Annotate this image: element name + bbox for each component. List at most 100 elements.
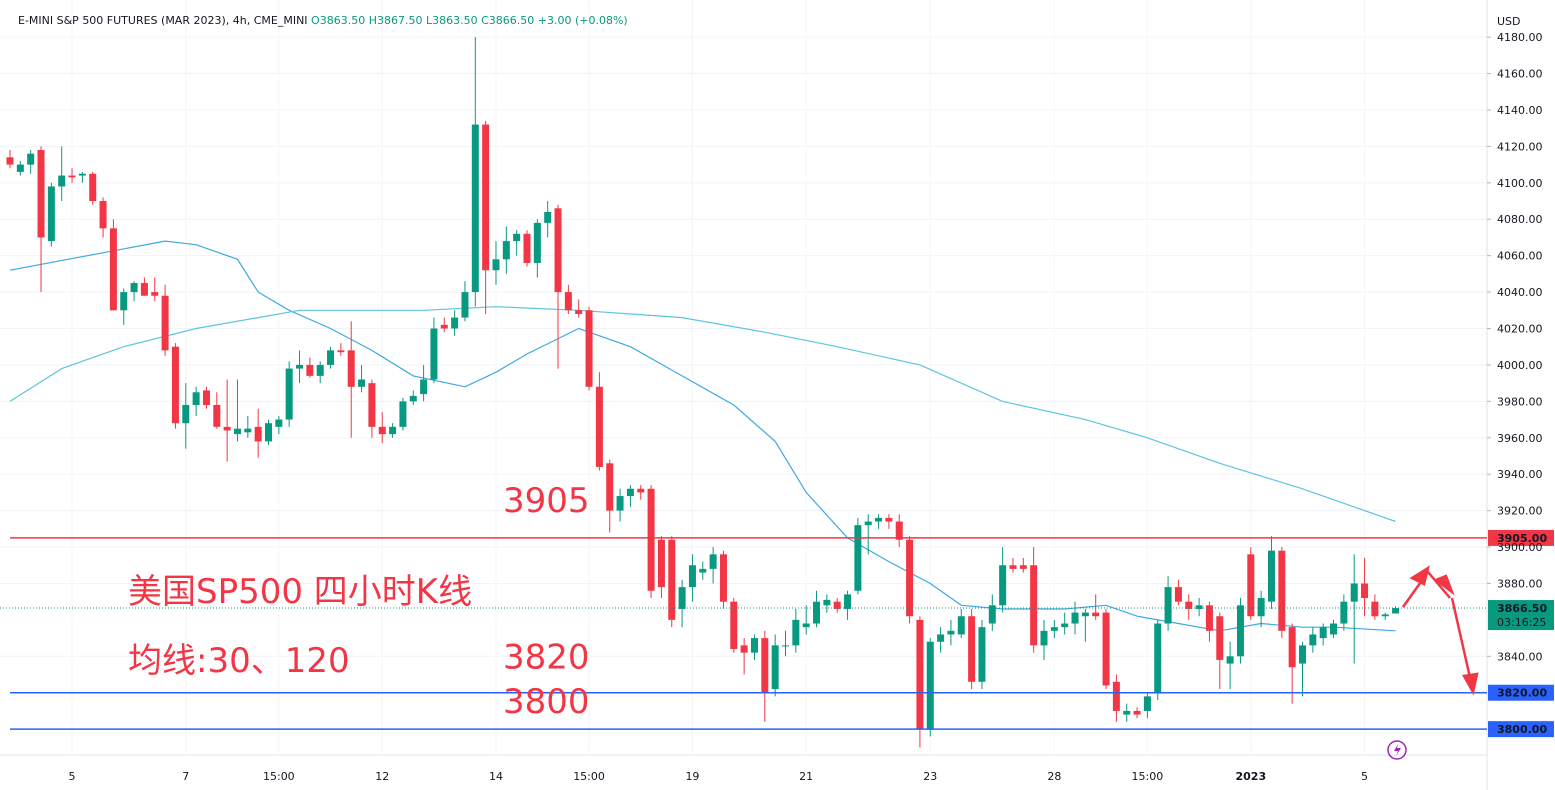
- candle-body: [430, 328, 438, 380]
- symbol: E-MINI S&P 500 FUTURES (MAR 2023), 4h, C…: [18, 14, 308, 27]
- candle-body: [585, 310, 593, 387]
- candle-body: [1195, 605, 1203, 609]
- annotation-subtitle: 均线:30、120: [128, 641, 350, 681]
- annotation-title: 美国SP500 四小时K线: [128, 572, 472, 612]
- candle-body: [47, 186, 55, 242]
- candle-body: [1340, 601, 1348, 624]
- candle-body: [688, 565, 696, 588]
- candle-body: [327, 350, 335, 365]
- candle-body: [1371, 601, 1379, 617]
- candle-body: [1319, 627, 1327, 639]
- candle-body: [1216, 616, 1224, 660]
- candle-body: [802, 623, 810, 628]
- candle-body: [16, 164, 24, 172]
- candle-body: [1381, 614, 1389, 617]
- candle-body: [120, 292, 128, 311]
- candle-body: [1247, 554, 1255, 617]
- moving-average-line: [9, 306, 1396, 523]
- candle-body: [1309, 634, 1317, 646]
- candle-body: [875, 517, 883, 522]
- y-tick-label: 4020.00: [1497, 323, 1543, 336]
- y-tick-label: 3900.00: [1497, 541, 1543, 554]
- candle-body: [1226, 656, 1234, 664]
- candle-body: [161, 295, 169, 351]
- candle-body: [1185, 601, 1193, 609]
- candle-body: [1278, 550, 1286, 631]
- y-tick-label: 4180.00: [1497, 31, 1543, 44]
- candle-body: [699, 568, 707, 573]
- candle-body: [1205, 605, 1213, 631]
- candle-body: [1133, 710, 1141, 715]
- arrow-head: [1409, 565, 1430, 586]
- y-tick-label: 4040.00: [1497, 286, 1543, 299]
- candle-body: [513, 233, 521, 242]
- x-tick-label: 23: [923, 770, 937, 783]
- x-tick-label: 2023: [1235, 770, 1266, 783]
- candle-body: [668, 539, 676, 620]
- candle-body: [792, 619, 800, 646]
- candle-body: [844, 594, 852, 609]
- currency: USD: [1497, 15, 1521, 28]
- x-tick-label: 21: [799, 770, 813, 783]
- candle-body: [533, 222, 541, 263]
- candle-body: [1330, 623, 1338, 635]
- candle-body: [213, 404, 221, 427]
- x-tick-label: 14: [489, 770, 503, 783]
- candle-body: [1019, 565, 1027, 569]
- candle-body: [140, 282, 148, 296]
- candle-body: [1092, 612, 1100, 617]
- candle-body: [306, 364, 314, 376]
- candle-body: [595, 386, 603, 467]
- candle-body: [89, 173, 97, 202]
- candle-body: [937, 634, 945, 642]
- candle-body: [68, 175, 76, 178]
- candle-body: [1009, 565, 1017, 569]
- level-annotation: 3800: [503, 682, 590, 722]
- candle-body: [957, 616, 965, 635]
- level-label-box: [1488, 684, 1554, 701]
- candle-body: [782, 645, 789, 647]
- candle-body: [78, 173, 86, 176]
- candle-body: [885, 517, 893, 522]
- candle-body: [254, 426, 262, 442]
- y-tick-label: 4160.00: [1497, 68, 1543, 81]
- candle-body: [978, 627, 986, 682]
- candle-body: [761, 638, 769, 693]
- alert-icon-bolt: [1394, 744, 1401, 756]
- candle-body: [244, 428, 252, 433]
- candle-body: [399, 401, 407, 427]
- candle-body: [1123, 710, 1131, 715]
- candle-body: [1112, 681, 1120, 711]
- candle-body: [730, 601, 738, 650]
- candle-body: [192, 392, 200, 405]
- candle-body: [709, 554, 717, 569]
- candle-body: [265, 423, 272, 442]
- y-tick-label: 3840.00: [1497, 650, 1543, 663]
- candle-body: [202, 390, 210, 405]
- candle-body: [854, 525, 862, 591]
- arrow-head: [1462, 672, 1479, 696]
- candle-body: [233, 428, 241, 435]
- ohlc-low: L3863.50: [426, 14, 478, 27]
- candle-body: [544, 211, 552, 223]
- candle-body: [999, 565, 1007, 606]
- candle-body: [285, 368, 293, 420]
- level-label: 3800.00: [1497, 723, 1547, 736]
- candle-body: [109, 228, 117, 311]
- candle-body: [1040, 630, 1048, 646]
- candle-body: [864, 521, 872, 526]
- candle-body: [1350, 583, 1358, 602]
- x-tick-label: 28: [1047, 770, 1061, 783]
- candle-body: [740, 645, 748, 653]
- y-tick-label: 4120.00: [1497, 140, 1543, 153]
- level-label-box: [1488, 721, 1554, 738]
- header: E-MINI S&P 500 FUTURES (MAR 2023), 4h, C…: [18, 14, 628, 27]
- candle-body: [409, 395, 417, 402]
- level-label-box: [1488, 529, 1554, 546]
- alert-icon[interactable]: [1387, 740, 1407, 760]
- x-tick-label: 7: [182, 770, 189, 783]
- arrow-head: [1433, 574, 1455, 596]
- candle-body: [440, 324, 448, 329]
- candle-body: [182, 404, 190, 424]
